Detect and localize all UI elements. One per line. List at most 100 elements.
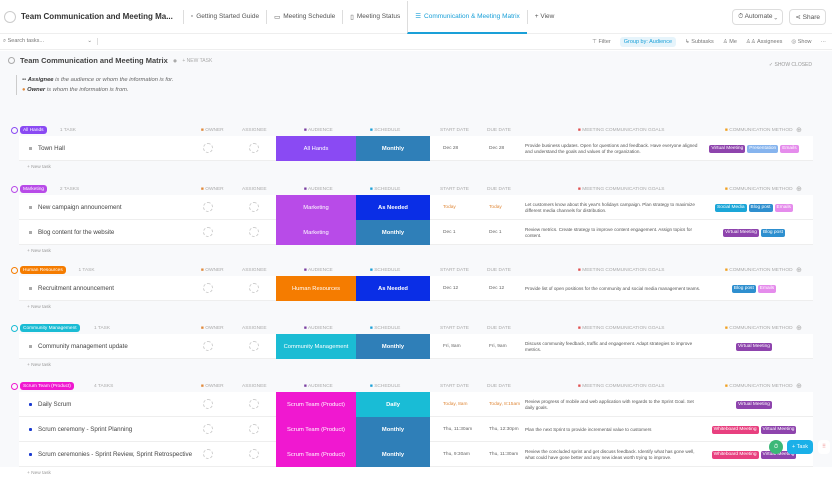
group-badge[interactable]: Scrum Team (Product): [20, 382, 74, 390]
task-name[interactable]: Daily Scrum: [38, 401, 72, 408]
tab-getting-started[interactable]: ▫ Getting Started Guide: [182, 9, 266, 24]
column-header-schedule[interactable]: ■ SCHEDULE: [370, 326, 400, 331]
column-header-goals[interactable]: ■ MEETING COMMUNICATION GOALS: [578, 187, 665, 192]
new-task-button[interactable]: + New task: [27, 362, 51, 368]
new-task-button[interactable]: + New task: [27, 248, 51, 254]
add-column-icon[interactable]: ⊕: [796, 267, 802, 274]
schedule-cell[interactable]: Monthly: [356, 442, 430, 467]
due-date[interactable]: Fri, 9am: [489, 344, 507, 349]
column-header-owner[interactable]: ■ OWNER: [201, 128, 224, 133]
audience-cell[interactable]: Marketing: [276, 220, 356, 245]
new-task-button[interactable]: + NEW TASK: [182, 57, 213, 64]
owner-avatar[interactable]: [203, 424, 213, 434]
tab-communication-matrix[interactable]: ☰ Communication & Meeting Matrix: [407, 0, 527, 34]
status-icon[interactable]: [29, 206, 32, 209]
method-tag[interactable]: Blog post: [748, 203, 773, 212]
method-tags[interactable]: Whiteboard Meeting Virtual Meeting: [704, 442, 804, 467]
column-header-due[interactable]: DUE DATE: [487, 384, 511, 389]
schedule-cell[interactable]: Daily: [356, 392, 430, 417]
list-title[interactable]: Team Communication and Meeting Ma...: [21, 12, 173, 21]
owner-avatar[interactable]: [203, 202, 213, 212]
assignee-avatar[interactable]: [249, 449, 259, 459]
column-header-audience[interactable]: ■ AUDIENCE: [304, 128, 333, 133]
method-tag[interactable]: Blog post: [731, 284, 756, 293]
owner-avatar[interactable]: [203, 399, 213, 409]
schedule-cell[interactable]: Monthly: [356, 417, 430, 442]
schedule-cell[interactable]: As Needed: [356, 276, 430, 301]
method-tag[interactable]: Whiteboard Meeting: [711, 425, 759, 434]
column-header-goals[interactable]: ■ MEETING COMMUNICATION GOALS: [578, 268, 665, 273]
me-button[interactable]: ♙ Me: [722, 38, 737, 45]
owner-avatar[interactable]: [203, 449, 213, 459]
method-tag[interactable]: Presentation: [747, 144, 779, 153]
owner-avatar[interactable]: [203, 283, 213, 293]
method-tags[interactable]: Virtual Meeting: [704, 334, 804, 359]
method-tag[interactable]: Emails: [757, 284, 777, 293]
assignee-avatar[interactable]: [249, 341, 259, 351]
assignee-avatar[interactable]: [249, 424, 259, 434]
table-row[interactable]: Community management update Community Man…: [19, 334, 813, 359]
add-view-button[interactable]: + View: [526, 9, 562, 24]
method-tag[interactable]: Virtual Meeting: [723, 228, 759, 237]
method-tag[interactable]: Virtual Meeting: [709, 144, 746, 153]
group-badge[interactable]: Marketing: [20, 185, 48, 193]
column-header-owner[interactable]: ■ OWNER: [201, 326, 224, 331]
audience-cell[interactable]: Human Resources: [276, 276, 356, 301]
method-tag[interactable]: Blog post: [760, 228, 785, 237]
method-tag[interactable]: Virtual Meeting: [760, 425, 797, 434]
method-tag[interactable]: Virtual Meeting: [736, 342, 772, 351]
goal-text[interactable]: Provide business updates. Open for quest…: [525, 142, 698, 154]
add-column-icon[interactable]: ⊕: [796, 325, 802, 332]
owner-avatar[interactable]: [203, 143, 213, 153]
column-header-owner[interactable]: ■ OWNER: [201, 268, 224, 273]
group-badge[interactable]: Community Management: [20, 324, 80, 332]
group-by-button[interactable]: Group by: Audience: [619, 36, 677, 47]
column-header-due[interactable]: DUE DATE: [487, 128, 511, 133]
collapse-icon[interactable]: [11, 126, 18, 134]
add-column-icon[interactable]: ⊕: [796, 383, 802, 390]
column-header-method[interactable]: ■ COMMUNICATION METHOD: [725, 128, 793, 133]
column-header-assignee[interactable]: ASSIGNEE: [242, 384, 267, 389]
method-tags[interactable]: Virtual Meeting Blog post: [704, 220, 804, 245]
more-button[interactable]: ···: [820, 38, 827, 45]
schedule-cell[interactable]: Monthly: [356, 220, 430, 245]
method-tag[interactable]: Whiteboard Meeting: [711, 450, 759, 459]
due-date[interactable]: Dec 1: [489, 230, 502, 235]
subtasks-button[interactable]: ↳ Subtasks: [685, 38, 714, 45]
show-closed-button[interactable]: ✓ SHOW CLOSED: [768, 62, 812, 68]
due-date[interactable]: Today, 8:15am: [489, 402, 521, 407]
new-task-button[interactable]: + New task: [27, 164, 51, 170]
due-date[interactable]: Thu, 11:30am: [489, 452, 519, 457]
column-header-audience[interactable]: ■ AUDIENCE: [304, 326, 333, 331]
column-header-owner[interactable]: ■ OWNER: [201, 187, 224, 192]
status-icon[interactable]: [29, 345, 32, 348]
audience-cell[interactable]: Marketing: [276, 195, 356, 220]
goal-text[interactable]: Review metrics. Create strategy to impro…: [525, 226, 692, 238]
column-header-audience[interactable]: ■ AUDIENCE: [304, 268, 333, 273]
method-tag[interactable]: Social Media: [715, 203, 747, 212]
start-date[interactable]: Fri, 8am: [443, 344, 461, 349]
add-column-icon[interactable]: ⊕: [796, 127, 802, 134]
column-header-schedule[interactable]: ■ SCHEDULE: [370, 268, 400, 273]
collapse-icon[interactable]: [11, 185, 18, 193]
table-row[interactable]: New campaign announcement Marketing As Nee…: [19, 195, 813, 220]
owner-avatar[interactable]: [203, 227, 213, 237]
column-header-schedule[interactable]: ■ SCHEDULE: [370, 128, 400, 133]
collapse-icon[interactable]: [11, 382, 18, 390]
column-header-assignee[interactable]: ASSIGNEE: [242, 268, 267, 273]
status-icon[interactable]: [29, 428, 32, 431]
column-header-goals[interactable]: ■ MEETING COMMUNICATION GOALS: [578, 326, 665, 331]
status-icon[interactable]: [29, 231, 32, 234]
group-badge[interactable]: All Hands: [20, 126, 47, 134]
method-tags[interactable]: Blog post Emails: [704, 276, 804, 301]
status-icon[interactable]: [29, 287, 32, 290]
column-header-start[interactable]: START DATE: [440, 268, 469, 273]
add-task-button[interactable]: + Task: [787, 440, 813, 454]
workspace-icon[interactable]: [4, 10, 16, 23]
column-header-assignee[interactable]: ASSIGNEE: [242, 326, 267, 331]
method-tags[interactable]: Social Media Blog post Emails: [704, 195, 804, 220]
method-tag[interactable]: Emails: [780, 144, 799, 153]
method-tags[interactable]: Whiteboard Meeting Virtual Meeting: [704, 417, 804, 442]
start-date[interactable]: Dec 1: [443, 230, 456, 235]
assignee-avatar[interactable]: [249, 399, 259, 409]
